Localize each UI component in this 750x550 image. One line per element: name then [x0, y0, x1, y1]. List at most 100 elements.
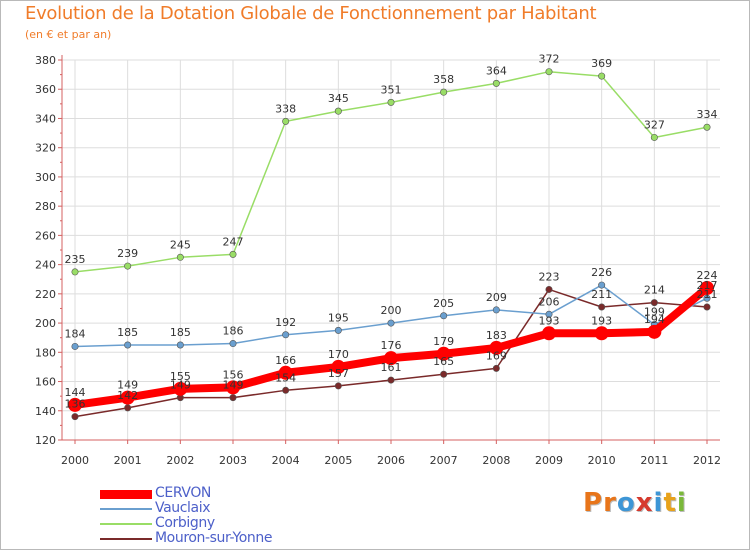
data-point [124, 404, 132, 412]
data-point [173, 381, 188, 396]
legend-label: Vauclaix [155, 500, 211, 516]
y-tick-label: 280 [35, 200, 56, 213]
chart-subtitle: (en € et par an) [25, 28, 112, 41]
data-point [282, 386, 290, 394]
data-point [492, 306, 500, 314]
data-point [176, 253, 184, 261]
x-tick-label: 2006 [377, 454, 405, 467]
data-point [489, 340, 504, 355]
data-label: 195 [328, 311, 349, 324]
legend-swatch [100, 538, 152, 540]
x-tick-label: 2009 [535, 454, 563, 467]
y-tick-label: 320 [35, 142, 56, 155]
data-label: 214 [644, 284, 665, 297]
x-tick-label: 2004 [272, 454, 300, 467]
data-point [703, 123, 711, 131]
data-point [331, 359, 346, 374]
x-tick-label: 2002 [166, 454, 194, 467]
data-label: 239 [117, 247, 138, 260]
data-label: 345 [328, 92, 349, 105]
data-point [176, 341, 184, 349]
data-label: 154 [275, 371, 296, 384]
data-point [334, 326, 342, 334]
x-tick-label: 2003 [219, 454, 247, 467]
data-label: 179 [433, 335, 454, 348]
data-point [545, 285, 553, 293]
y-tick-label: 300 [35, 171, 56, 184]
data-point [700, 281, 714, 295]
y-tick-label: 360 [35, 83, 56, 96]
data-label: 224 [697, 269, 718, 282]
data-point [545, 310, 553, 318]
data-label: 369 [591, 57, 612, 70]
data-point [334, 382, 342, 390]
x-tick-label: 2000 [61, 454, 89, 467]
y-tick-label: 140 [35, 405, 56, 418]
data-label: 211 [697, 288, 718, 301]
data-point [229, 250, 237, 258]
data-point [703, 294, 711, 302]
data-point [594, 326, 609, 341]
legend-label: Corbigny [155, 515, 215, 531]
data-label: 211 [591, 288, 612, 301]
data-point [440, 312, 448, 320]
data-label: 372 [539, 53, 560, 66]
data-label: 142 [117, 389, 138, 402]
data-label: 170 [328, 348, 349, 361]
legend-item-vauclaix: Vauclaix [100, 501, 360, 516]
data-point [229, 394, 237, 402]
data-point [387, 376, 395, 384]
legend-swatch [100, 489, 152, 499]
data-point [703, 303, 711, 311]
y-tick-label: 180 [35, 346, 56, 359]
data-point [440, 88, 448, 96]
data-point [278, 365, 293, 380]
data-point [542, 326, 556, 341]
data-point [120, 390, 135, 405]
data-label: 184 [65, 327, 86, 340]
data-label: 155 [170, 370, 191, 383]
y-tick-label: 160 [35, 376, 56, 389]
data-point [229, 340, 237, 348]
data-label: 185 [117, 326, 138, 339]
data-point [598, 303, 606, 311]
data-label: 327 [644, 118, 665, 131]
x-tick-label: 2011 [640, 454, 668, 467]
data-label: 223 [539, 270, 560, 283]
x-tick-label: 2008 [482, 454, 510, 467]
data-label: 176 [381, 339, 402, 352]
data-label: 193 [539, 314, 560, 327]
data-label: 149 [117, 379, 138, 392]
legend-item-corbigny: Corbigny [100, 516, 360, 531]
legend-item-mouron-sur-yonne: Mouron-sur-Yonne [100, 531, 360, 546]
data-label: 193 [591, 314, 612, 327]
y-tick-label: 380 [35, 54, 56, 67]
data-point [124, 262, 132, 270]
legend-label: Mouron-sur-Yonne [155, 530, 273, 546]
data-point [124, 341, 132, 349]
data-point [334, 107, 342, 115]
data-label: 235 [65, 253, 86, 266]
proxiti-logo: Proxiti [583, 488, 687, 518]
data-point [71, 268, 79, 276]
data-label: 157 [328, 367, 349, 380]
legend-label: CERVON [155, 485, 212, 501]
data-point [647, 324, 662, 339]
data-point [436, 346, 451, 361]
data-label: 245 [170, 238, 191, 251]
chart-title: Evolution de la Dotation Globale de Fonc… [25, 3, 597, 24]
legend-item-cervon: CERVON [100, 486, 360, 501]
data-point [282, 331, 290, 339]
data-point [387, 98, 395, 106]
data-point [598, 72, 606, 80]
data-label: 338 [275, 102, 296, 115]
data-point [545, 68, 553, 76]
data-point [71, 413, 79, 421]
data-point [598, 281, 606, 289]
data-point [650, 299, 658, 307]
data-point [440, 370, 448, 378]
data-label: 205 [433, 297, 454, 310]
data-label: 149 [170, 379, 191, 392]
data-point [384, 351, 398, 366]
